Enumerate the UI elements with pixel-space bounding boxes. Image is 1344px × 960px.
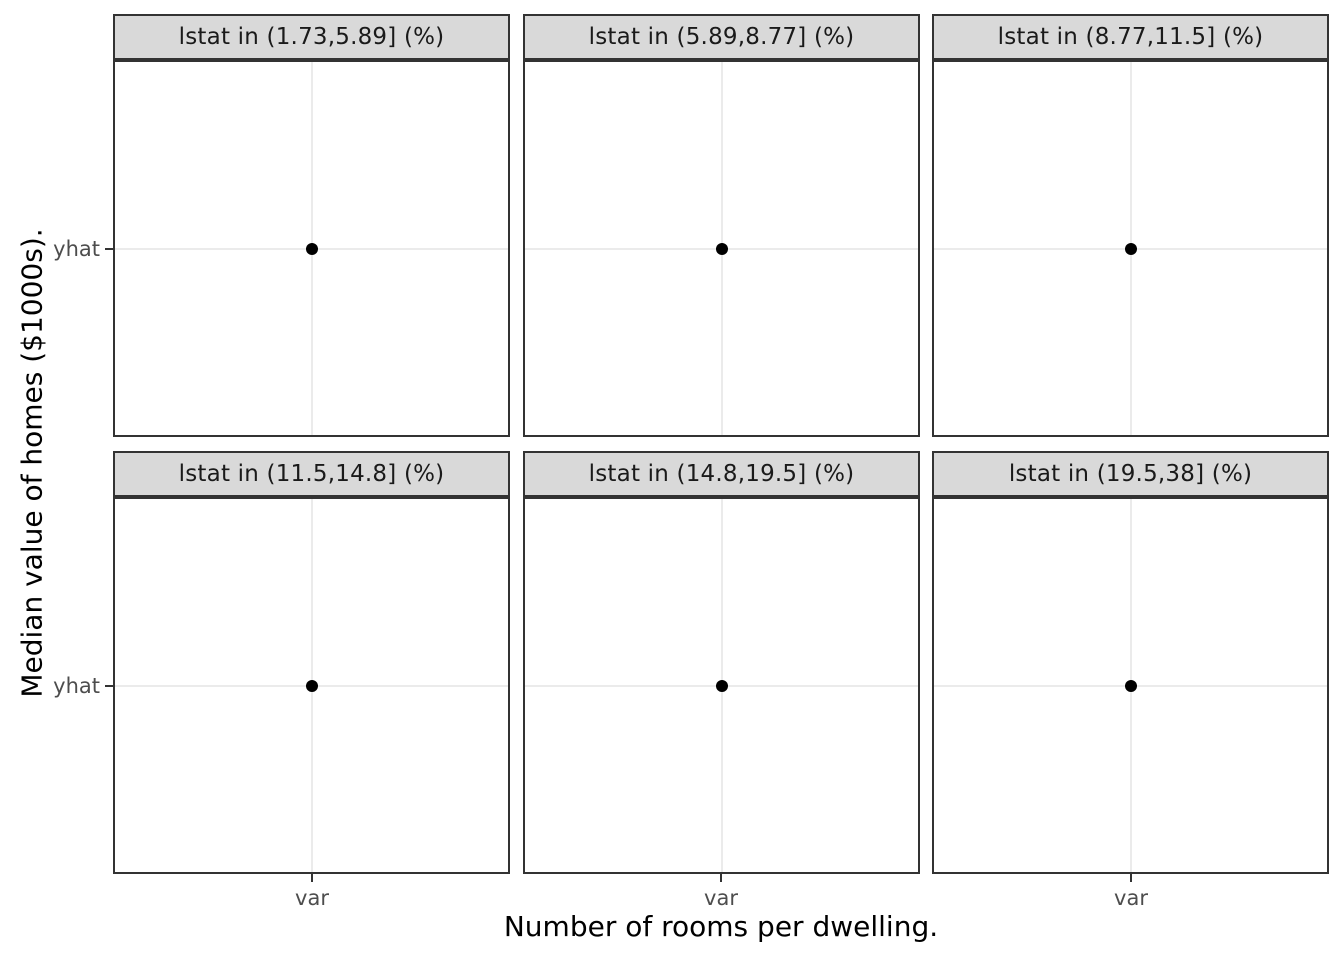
plot-panel (523, 60, 920, 437)
facet-strip: lstat in (14.8,19.5] (%) (523, 451, 920, 497)
facet-strip: lstat in (11.5,14.8] (%) (113, 451, 510, 497)
y-tick-mark (105, 685, 113, 687)
facet-cell-3: lstat in (8.77,11.5] (%) (932, 14, 1329, 437)
x-tick-mark (311, 874, 313, 882)
data-point (715, 679, 728, 692)
plot-panel (113, 497, 510, 874)
plot-panel (932, 497, 1329, 874)
data-point (305, 242, 318, 255)
y-tick-label: yhat (53, 674, 100, 698)
data-point (305, 679, 318, 692)
plot-panel (113, 60, 510, 437)
facet-strip-label: lstat in (11.5,14.8] (%) (178, 461, 445, 487)
x-tick-label: var (1114, 886, 1148, 910)
facet-strip-label: lstat in (19.5,38] (%) (1008, 461, 1253, 487)
plot-panel (523, 497, 920, 874)
facet-strip: lstat in (8.77,11.5] (%) (932, 14, 1329, 60)
facet-cell-1: lstat in (1.73,5.89] (%) (113, 14, 510, 437)
facet-strip-label: lstat in (8.77,11.5] (%) (997, 24, 1264, 50)
facet-strip: lstat in (5.89,8.77] (%) (523, 14, 920, 60)
data-point (1124, 679, 1137, 692)
y-tick-mark (105, 248, 113, 250)
y-axis-title: Median value of homes ($1000s). (15, 228, 49, 698)
facet-strip-label: lstat in (5.89,8.77] (%) (588, 24, 855, 50)
plot-panel (932, 60, 1329, 437)
data-point (715, 242, 728, 255)
facet-strip: lstat in (1.73,5.89] (%) (113, 14, 510, 60)
facet-strip-label: lstat in (1.73,5.89] (%) (178, 24, 445, 50)
facet-cell-2: lstat in (5.89,8.77] (%) (523, 14, 920, 437)
x-tick-mark (720, 874, 722, 882)
facet-cell-4: lstat in (11.5,14.8] (%) (113, 451, 510, 874)
x-tick-label: var (704, 886, 738, 910)
facet-strip-label: lstat in (14.8,19.5] (%) (588, 461, 855, 487)
facet-cell-5: lstat in (14.8,19.5] (%) (523, 451, 920, 874)
x-tick-label: var (295, 886, 329, 910)
y-tick-label: yhat (53, 237, 100, 261)
facet-cell-6: lstat in (19.5,38] (%) (932, 451, 1329, 874)
data-point (1124, 242, 1137, 255)
x-tick-mark (1130, 874, 1132, 882)
x-axis-title: Number of rooms per dwelling. (503, 910, 939, 943)
facet-strip: lstat in (19.5,38] (%) (932, 451, 1329, 497)
